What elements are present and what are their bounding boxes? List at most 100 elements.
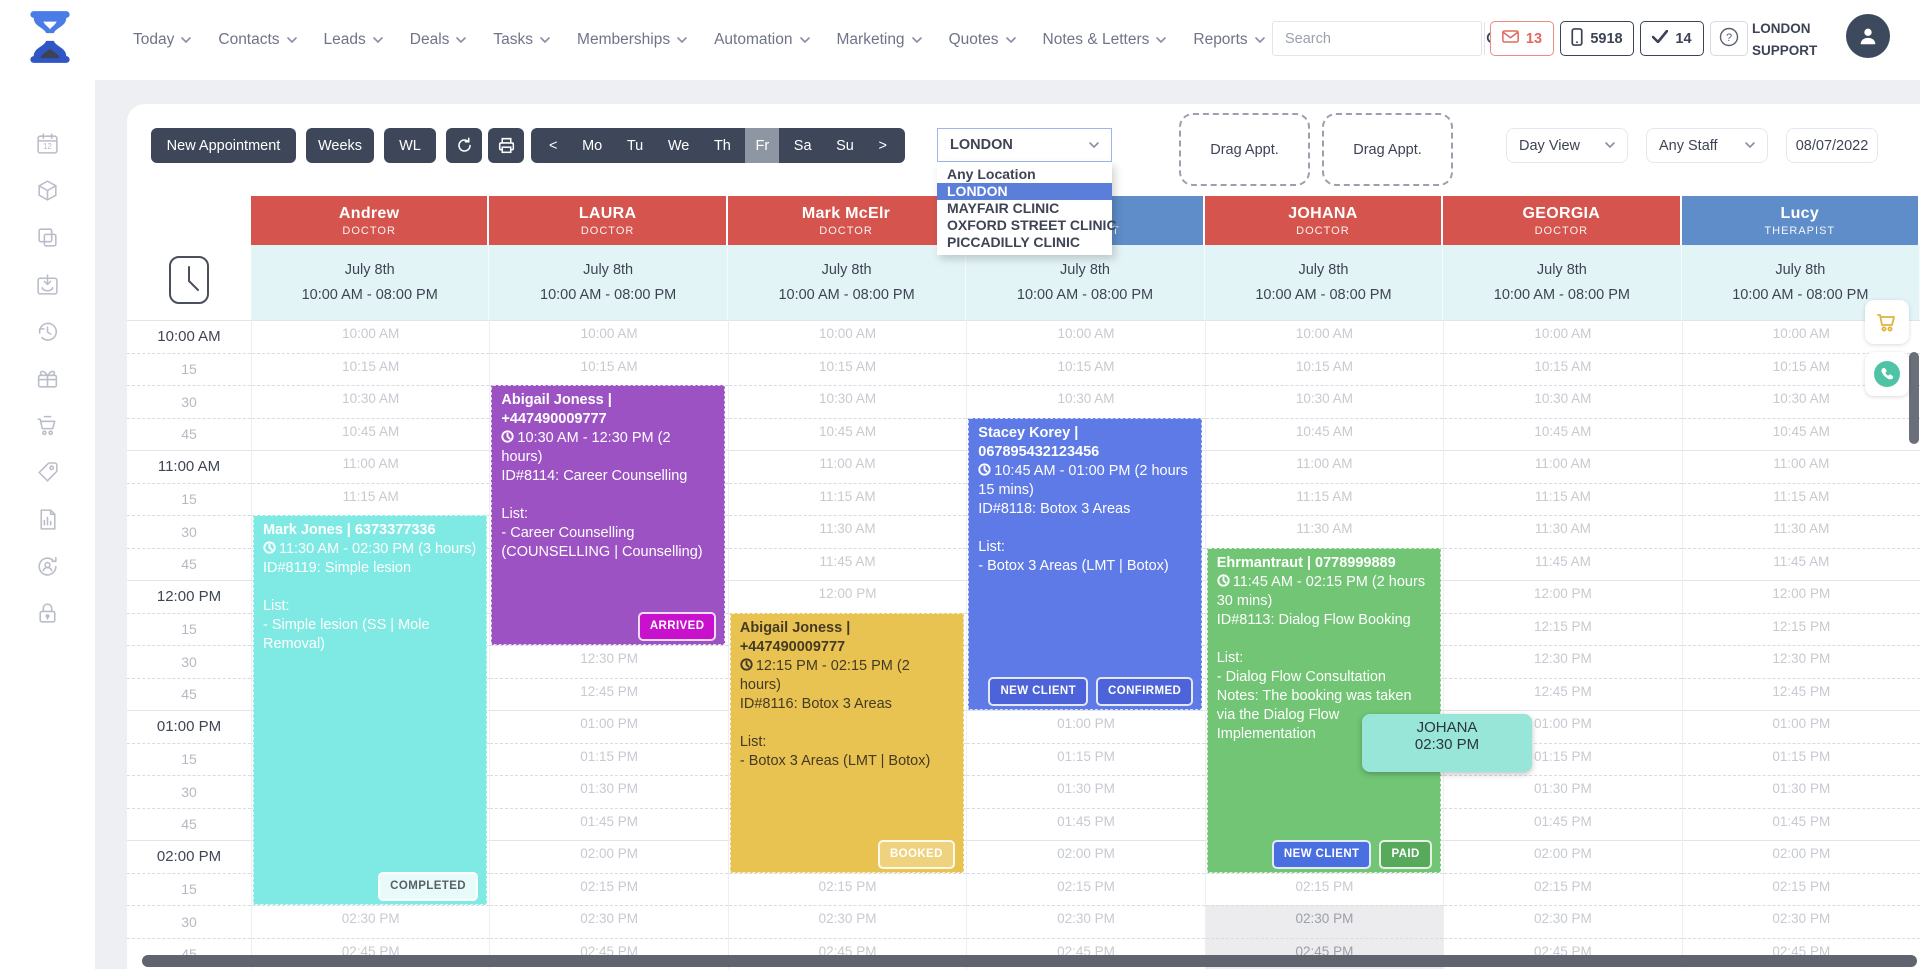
time-slot-cell[interactable]: 01:00 PM [967,710,1205,743]
time-slot-cell[interactable]: 01:00 PM [490,710,728,743]
drag-preview[interactable]: JOHANA 02:30 PM [1362,714,1532,772]
time-slot-cell[interactable]: 01:15 PM [967,742,1205,776]
time-slot-cell[interactable]: 01:15 PM [490,742,728,776]
time-slot-cell[interactable]: 10:15 AM [251,352,490,386]
time-slot-cell[interactable]: 10:00 AM [1682,320,1920,353]
time-slot-cell[interactable]: 12:45 PM [490,677,728,711]
location-option-piccadilly-clinic[interactable]: PICCADILLY CLINIC [947,234,1081,250]
next-week-arrow[interactable]: > [878,137,887,154]
time-slot-cell[interactable]: 02:45 PM [251,937,490,969]
drag-appt-slot-1[interactable]: Drag Appt. [1179,113,1310,186]
rooms-icon[interactable] [0,222,95,252]
staff-column-header[interactable]: Lucy THERAPIST [1681,196,1920,245]
call-floating-button[interactable] [1865,352,1909,396]
time-slot-cell[interactable]: 02:30 PM [1205,905,1444,938]
time-slot-cell[interactable]: 11:00 AM [1682,450,1920,483]
time-slot-cell[interactable]: 11:30 AM [1205,515,1444,548]
time-slot-cell[interactable]: 11:15 AM [1444,482,1682,516]
time-slot-cell[interactable]: 11:45 AM [1444,547,1682,581]
day-button-fr[interactable]: Fr [745,128,780,163]
time-slot-cell[interactable]: 12:00 PM [1444,580,1682,613]
lock-icon[interactable] [0,598,95,628]
staff-select[interactable]: Any Staff [1646,128,1768,163]
time-slot-cell[interactable]: 11:00 AM [728,450,967,483]
nav-item-leads[interactable]: Leads [324,31,383,49]
tag-icon[interactable] [0,457,95,487]
staff-column-header[interactable]: Andrew DOCTOR [250,196,490,245]
time-slot-cell[interactable]: 12:30 PM [1444,645,1682,678]
nav-item-today[interactable]: Today [133,31,192,49]
time-slot-cell[interactable]: 11:15 AM [251,482,490,516]
appointment-block[interactable]: Mark Jones | 6373377336 11:30 AM - 02:30 … [252,515,487,905]
day-button-tu[interactable]: Tu [626,137,644,154]
time-slot-cell[interactable]: 02:45 PM [728,937,967,969]
time-slot-cell[interactable]: 01:30 PM [1682,775,1920,808]
time-slot-cell[interactable]: 12:45 PM [1444,677,1682,711]
time-slot-cell[interactable]: 10:30 AM [967,385,1205,418]
time-slot-cell[interactable]: 02:00 PM [1682,840,1920,873]
time-slot-cell[interactable]: 10:15 AM [490,352,728,386]
calendar-icon[interactable]: 12 [0,128,95,158]
location-option-mayfair-clinic[interactable]: MAYFAIR CLINIC [947,200,1060,216]
location-option-any-location[interactable]: Any Location [947,166,1036,182]
view-select[interactable]: Day View [1506,128,1628,163]
time-slot-cell[interactable]: 12:15 PM [1444,612,1682,646]
gift-icon[interactable] [0,363,95,393]
nav-item-contacts[interactable]: Contacts [218,31,297,49]
appointment-block[interactable]: Abigail Joness | +447490009777 10:30 AM -… [491,385,726,645]
time-slot-cell[interactable]: 01:30 PM [490,775,728,808]
time-slot-cell[interactable]: 02:45 PM [490,937,728,969]
time-slot-cell[interactable]: 11:30 AM [1682,515,1920,548]
time-slot-cell[interactable]: 01:15 PM [1444,742,1682,776]
time-slot-cell[interactable]: 01:30 PM [1444,775,1682,808]
mail-button[interactable]: 13 [1490,21,1554,56]
nav-item-marketing[interactable]: Marketing [837,31,922,49]
time-slot-cell[interactable]: 11:15 AM [1205,482,1444,516]
time-slot-cell[interactable]: 12:00 PM [1682,580,1920,613]
nav-item-notes-letters[interactable]: Notes & Letters [1043,31,1167,49]
time-slot-cell[interactable]: 02:15 PM [1682,872,1920,906]
search-input[interactable] [1273,30,1484,47]
day-button-sa[interactable]: Sa [793,137,812,154]
nav-item-memberships[interactable]: Memberships [577,31,687,49]
time-slot-cell[interactable]: 01:15 PM [1682,742,1920,776]
time-slot-cell[interactable]: 02:30 PM [490,905,728,938]
time-slot-cell[interactable]: 02:45 PM [1444,937,1682,969]
time-slot-cell[interactable]: 02:00 PM [967,840,1205,873]
help-button[interactable]: ? [1710,21,1748,56]
time-slot-cell[interactable]: 02:30 PM [1682,905,1920,938]
time-slot-cell[interactable]: 10:15 AM [728,352,967,386]
time-slot-cell[interactable]: 10:45 AM [251,417,490,451]
time-slot-cell[interactable]: 10:00 AM [1444,320,1682,353]
pabau-hourglass-logo[interactable] [27,8,73,66]
calendar-import-icon[interactable] [0,269,95,299]
tasks-button[interactable]: 14 [1640,21,1704,56]
time-slot-cell[interactable]: 10:15 AM [1444,352,1682,386]
day-button-su[interactable]: Su [836,137,854,154]
cart-icon[interactable] [0,410,95,440]
time-slot-cell[interactable]: 02:15 PM [967,872,1205,906]
time-slot-cell[interactable]: 10:45 AM [728,417,967,451]
time-slot-cell[interactable]: 10:15 AM [1205,352,1444,386]
history-icon[interactable] [0,316,95,346]
time-slot-cell[interactable]: 01:45 PM [490,807,728,841]
time-slot-cell[interactable]: 12:45 PM [1682,677,1920,711]
time-slot-cell[interactable]: 10:45 AM [1205,417,1444,451]
day-button-mo[interactable]: Mo [582,137,603,154]
nav-item-reports[interactable]: Reports [1193,31,1265,49]
time-slot-cell[interactable]: 10:15 AM [1682,352,1920,386]
time-slot-cell[interactable]: 10:00 AM [967,320,1205,353]
time-slot-cell[interactable]: 02:45 PM [1682,937,1920,969]
time-slot-cell[interactable]: 10:45 AM [1682,417,1920,451]
time-slot-cell[interactable]: 10:45 AM [1444,417,1682,451]
time-slot-cell[interactable]: 12:30 PM [490,645,728,678]
time-slot-cell[interactable]: 10:00 AM [490,320,728,353]
time-slot-cell[interactable]: 02:30 PM [251,905,490,938]
time-slot-cell[interactable]: 02:15 PM [1444,872,1682,906]
time-slot-cell[interactable]: 01:00 PM [1682,710,1920,743]
time-slot-cell[interactable]: 02:00 PM [1444,840,1682,873]
time-slot-cell[interactable]: 02:30 PM [1444,905,1682,938]
location-option-london[interactable]: LONDON [937,183,1112,200]
location-select[interactable]: LONDON [937,128,1112,162]
time-slot-cell[interactable]: 11:00 AM [1205,450,1444,483]
